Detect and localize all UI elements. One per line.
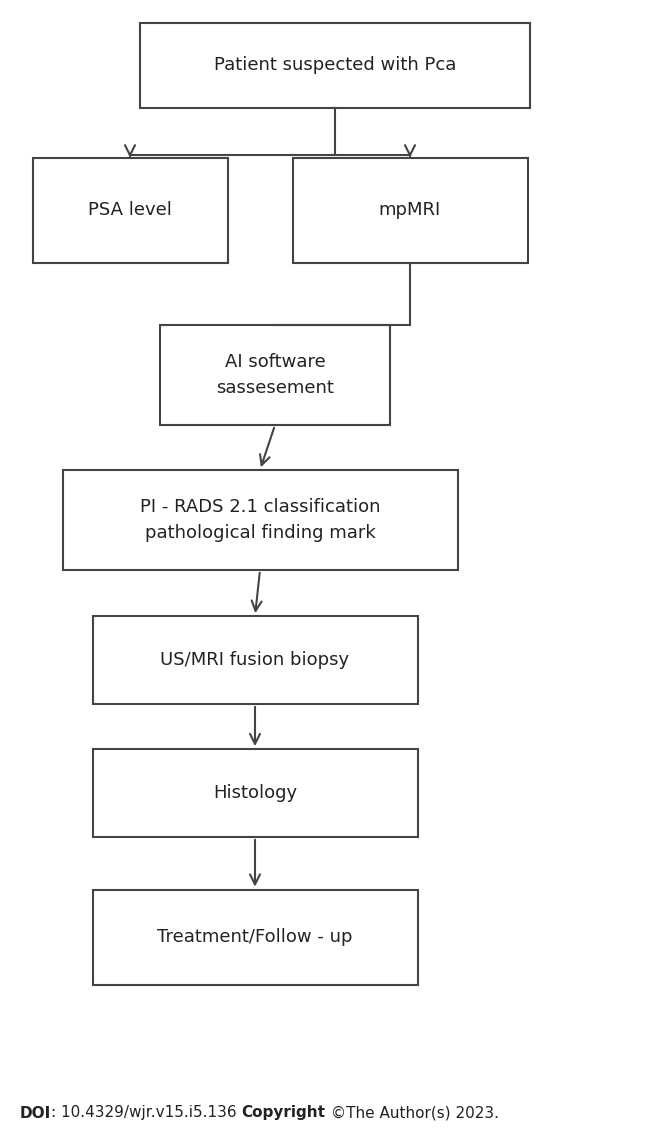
Text: AI software
sassesement: AI software sassesement: [216, 353, 334, 398]
Text: ©The Author(s) 2023.: ©The Author(s) 2023.: [326, 1105, 498, 1120]
Bar: [293, 158, 527, 263]
Bar: [62, 470, 458, 570]
Text: Patient suspected with Pca: Patient suspected with Pca: [214, 56, 456, 74]
Bar: [140, 23, 530, 107]
Text: mpMRI: mpMRI: [379, 201, 441, 219]
Text: PSA level: PSA level: [88, 201, 172, 219]
Text: PI - RADS 2.1 classification
pathological finding mark: PI - RADS 2.1 classification pathologica…: [140, 498, 381, 542]
Bar: [92, 749, 417, 837]
Text: : 10.4329/wjr.v15.i5.136: : 10.4329/wjr.v15.i5.136: [51, 1105, 242, 1120]
Bar: [33, 158, 228, 263]
Text: Histology: Histology: [213, 784, 297, 802]
Bar: [92, 616, 417, 704]
Text: US/MRI fusion biopsy: US/MRI fusion biopsy: [160, 652, 350, 669]
Text: Treatment/Follow - up: Treatment/Follow - up: [157, 928, 352, 946]
Text: DOI: DOI: [20, 1105, 51, 1120]
Bar: [160, 325, 390, 425]
Bar: [92, 889, 417, 984]
Text: Copyright: Copyright: [242, 1105, 326, 1120]
